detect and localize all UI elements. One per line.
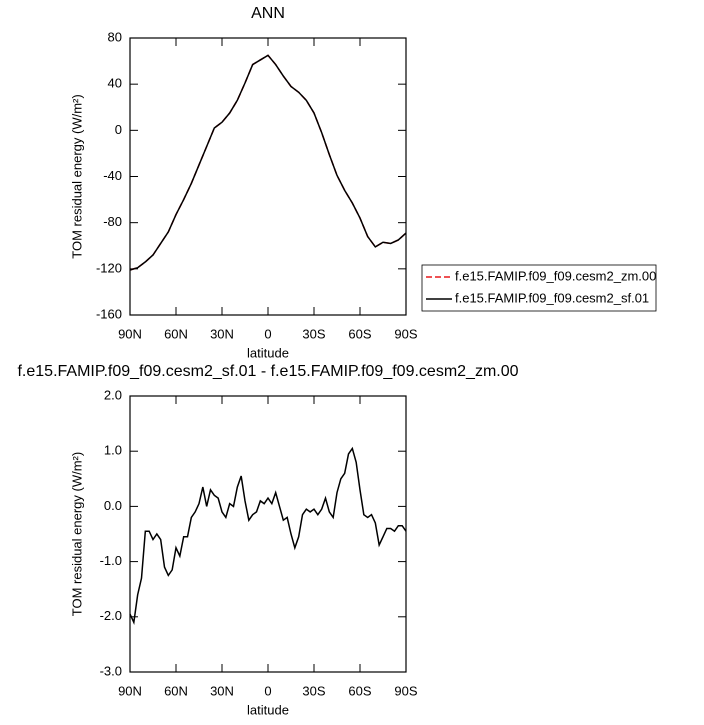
y-tick-label: 40 [108,76,122,91]
x-tick-label: 0 [264,326,271,341]
chart-title: f.e15.FAMIP.f09_f09.cesm2_sf.01 - f.e15.… [17,363,518,380]
y-axis-label: TOM residual energy (W/m²) [69,452,84,616]
x-tick-label: 0 [264,683,271,698]
series-line [129,54,407,271]
series-line [129,54,407,271]
plot-frame [129,395,407,673]
legend-box [421,264,657,312]
y-tick-label: 80 [108,29,122,44]
x-tick-label: 30N [210,683,234,698]
legend-label: f.e15.FAMIP.f09_f09.cesm2_sf.01 [455,290,649,305]
x-tick-label: 30S [302,326,325,341]
x-tick-label: 30S [302,683,325,698]
y-tick-label: 1.0 [104,443,122,458]
series-line [129,446,407,625]
y-tick-label: 2.0 [104,387,122,402]
y-tick-label: 0 [115,122,122,137]
legend-label: f.e15.FAMIP.f09_f09.cesm2_zm.00 [455,268,656,283]
x-axis-label: latitude [247,345,289,360]
x-tick-label: 30N [210,326,234,341]
x-tick-label: 90S [394,683,417,698]
x-axis-label: latitude [247,702,289,717]
x-tick-label: 60S [348,683,371,698]
y-axis-label: TOM residual energy (W/m²) [69,94,84,258]
x-tick-label: 60S [348,326,371,341]
y-tick-label: -2.0 [100,608,122,623]
y-tick-label: -40 [103,168,122,183]
x-tick-label: 60N [164,683,188,698]
y-tick-label: -120 [96,260,122,275]
y-tick-label: -80 [103,214,122,229]
y-tick-label: 0.0 [104,498,122,513]
y-tick-label: -160 [96,306,122,321]
chart-title: ANN [251,5,285,22]
x-tick-label: 60N [164,326,188,341]
plot-frame [129,37,407,316]
y-tick-label: -1.0 [100,553,122,568]
x-tick-label: 90S [394,326,417,341]
x-tick-label: 90N [118,683,142,698]
x-tick-label: 90N [118,326,142,341]
y-tick-label: -3.0 [100,663,122,678]
